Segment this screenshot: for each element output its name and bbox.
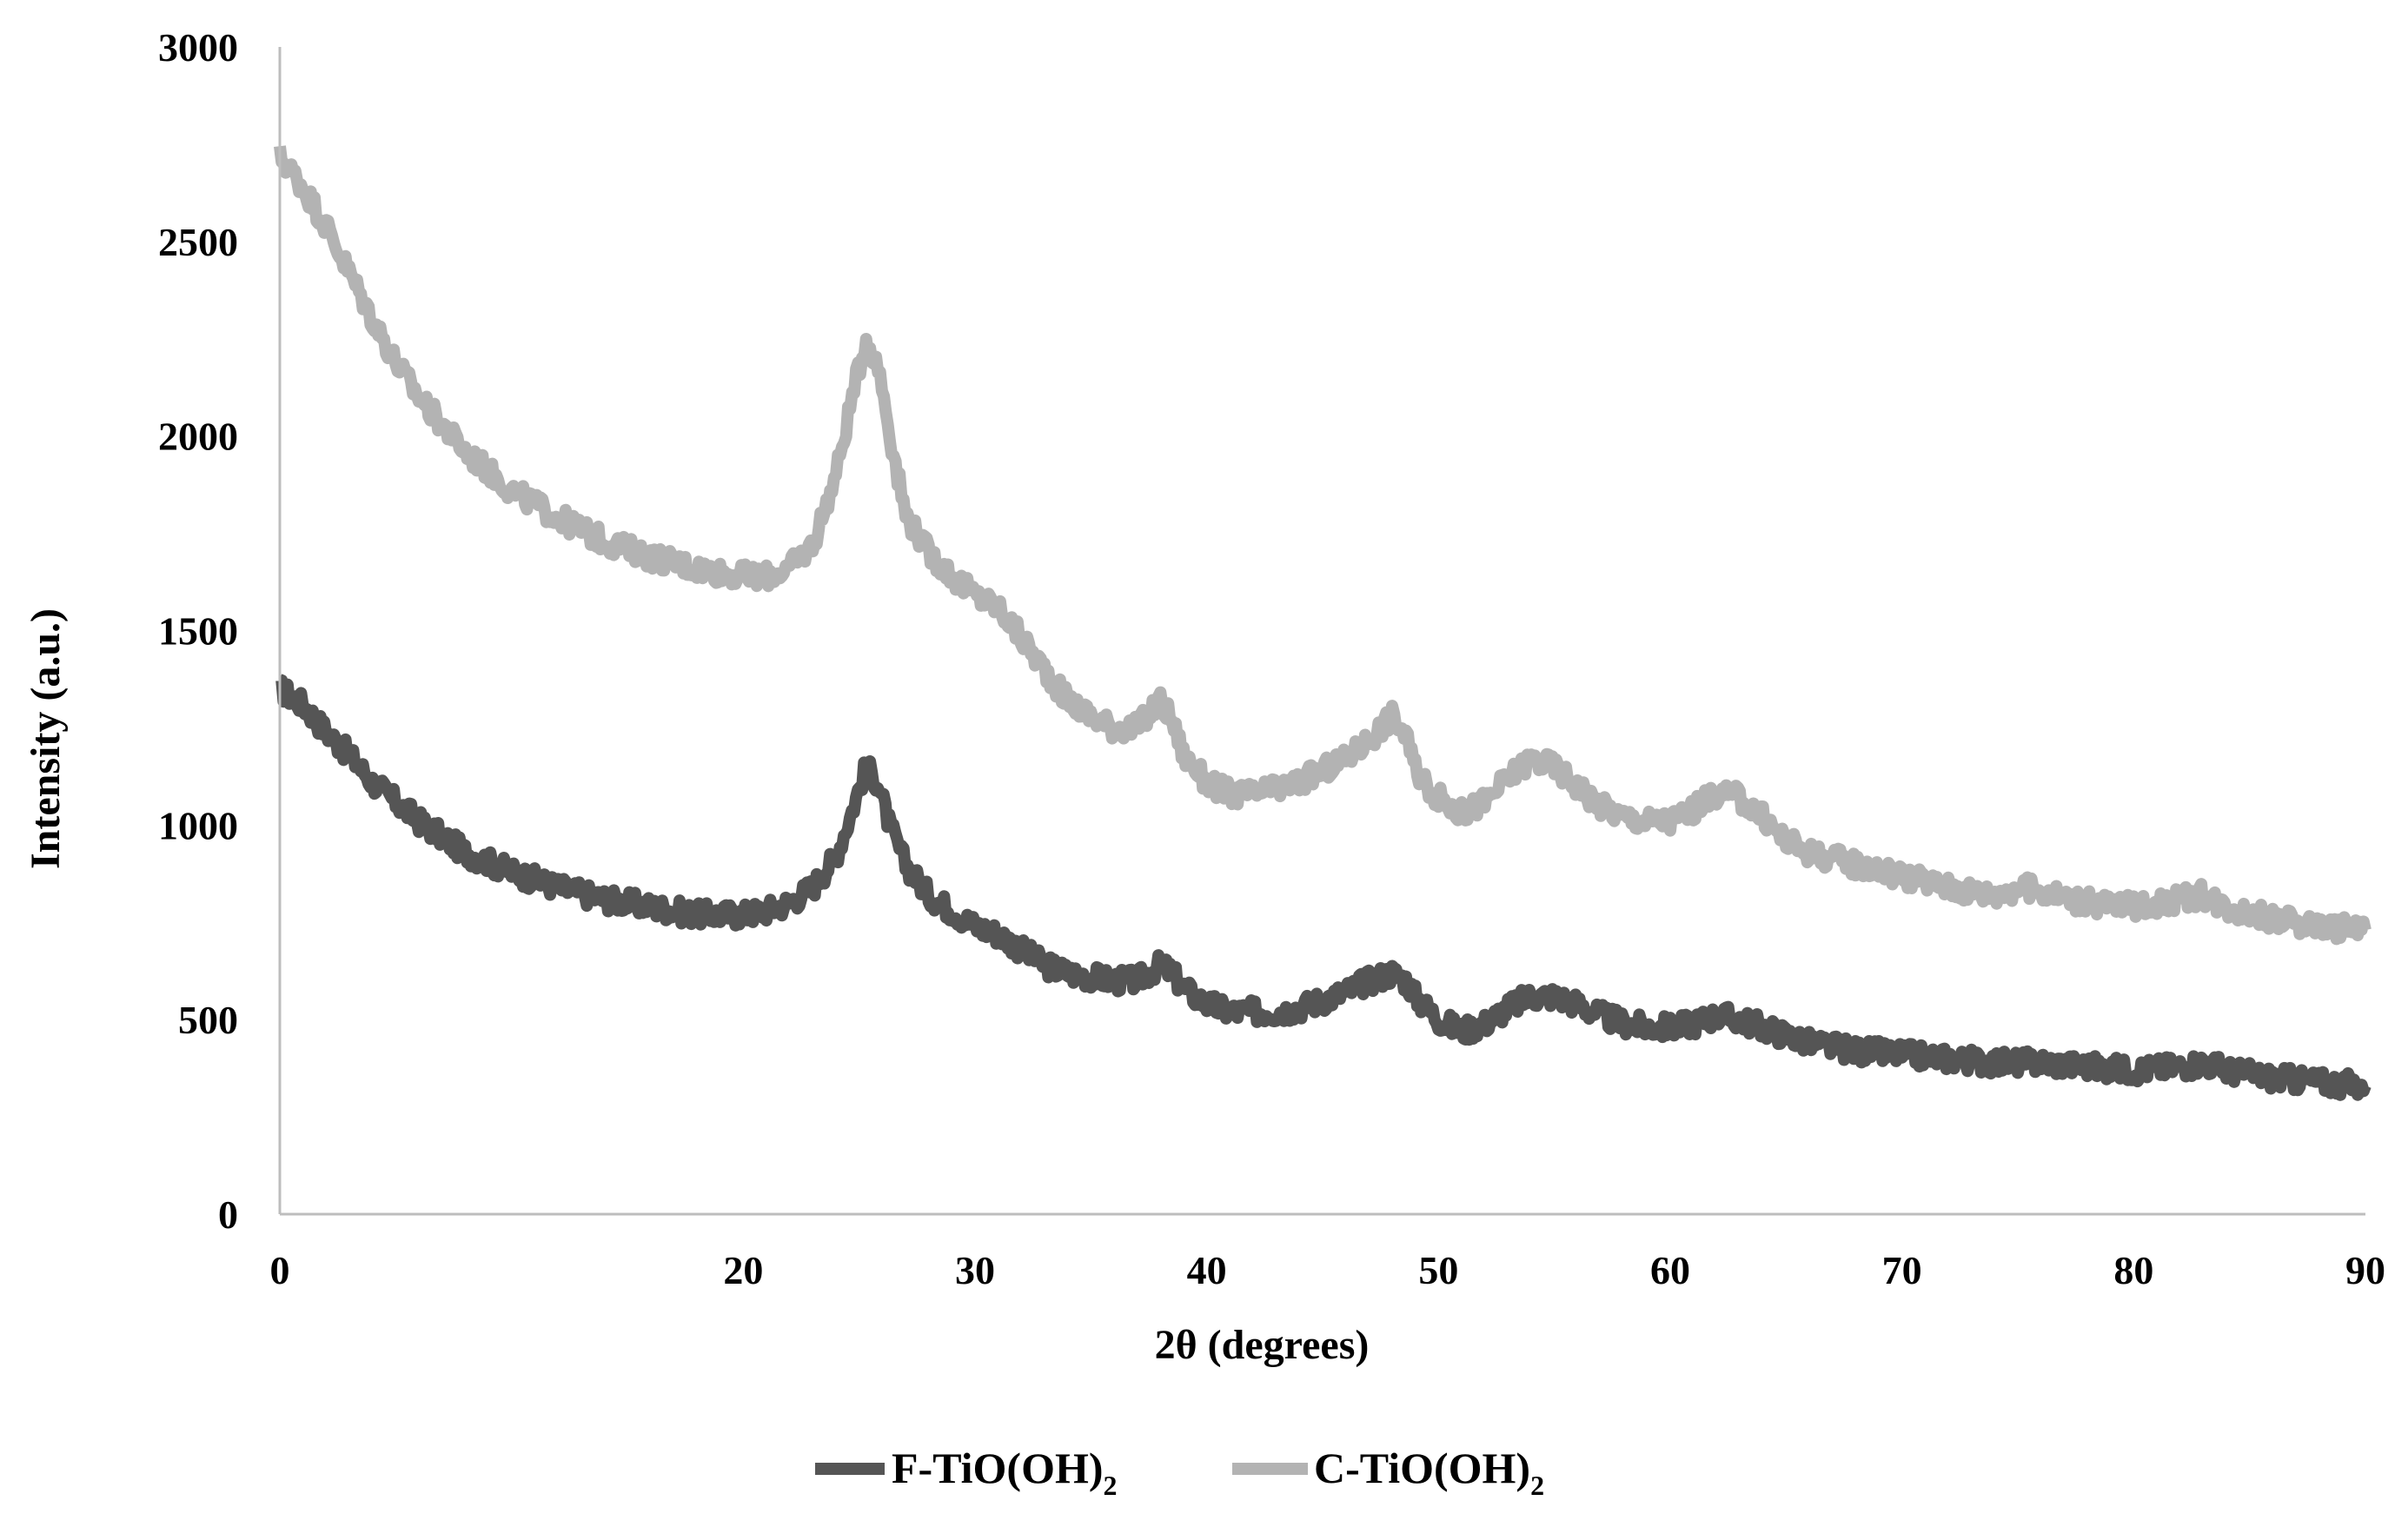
y-tick-label: 3000: [158, 25, 238, 70]
x-tick-label: 90: [2345, 1248, 2385, 1292]
axes-layer: [278, 47, 2365, 1216]
y-tick-label: 1000: [158, 803, 238, 847]
x-axis-title: 2θ (degrees): [1155, 1322, 1370, 1368]
y-tick-label: 2000: [158, 415, 238, 459]
legend-label-f: F-TiO(OH): [892, 1444, 1104, 1492]
x-tick-label: 30: [955, 1248, 995, 1292]
y-tick-label: 0: [218, 1192, 238, 1237]
x-tick-label: 80: [2113, 1248, 2153, 1292]
y-tick-labels: 0 500 1000 1500 2000 2500 3000: [158, 25, 238, 1237]
y-tick-label: 500: [178, 998, 238, 1042]
series-line-f-tio-oh2: [275, 674, 2372, 1101]
x-tick-label: 40: [1187, 1248, 1227, 1292]
legend-label-c-subscript: 2: [1530, 1470, 1544, 1501]
svg-text:C-TiO(OH)2: C-TiO(OH)2: [1314, 1444, 1544, 1501]
x-tick-label: 0: [270, 1248, 290, 1292]
x-tick-label: 70: [1882, 1248, 1922, 1292]
legend-item-f-tio-oh2: F-TiO(OH)2: [815, 1444, 1118, 1501]
y-tick-label: 1500: [158, 609, 238, 654]
svg-text:F-TiO(OH)2: F-TiO(OH)2: [892, 1444, 1118, 1501]
series-line-c-tio-oh2: [274, 145, 2372, 946]
series-layer: [274, 145, 2372, 1101]
legend: F-TiO(OH)2 C-TiO(OH)2: [815, 1444, 1544, 1501]
y-tick-label: 2500: [158, 220, 238, 264]
legend-label-f-subscript: 2: [1104, 1470, 1118, 1501]
legend-item-c-tio-oh2: C-TiO(OH)2: [1232, 1444, 1544, 1501]
x-tick-label: 50: [1418, 1248, 1458, 1292]
x-tick-label: 20: [723, 1248, 763, 1292]
x-tick-label: 60: [1650, 1248, 1690, 1292]
y-axis-title: Intensity (a.u.): [23, 608, 69, 869]
legend-label-c: C-TiO(OH): [1314, 1444, 1530, 1492]
x-tick-labels: 0 20 30 40 50 60 70 80 90: [270, 1248, 2386, 1292]
